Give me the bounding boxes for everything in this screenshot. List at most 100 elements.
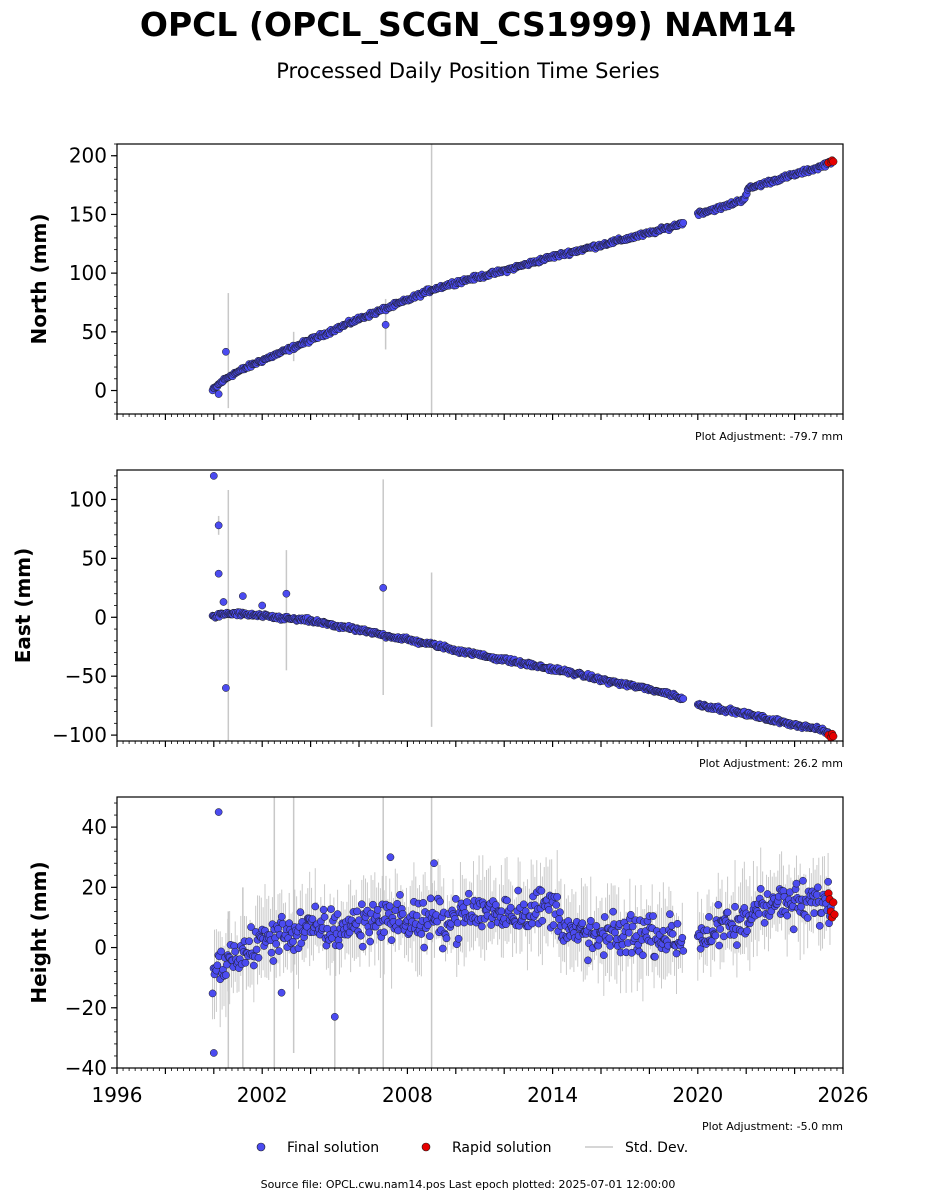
final-solution-point — [217, 947, 225, 956]
final-solution-point — [552, 901, 561, 909]
y-tick-label: −40 — [65, 1056, 107, 1080]
final-solution-point — [545, 906, 553, 914]
y-tick-label: 50 — [82, 546, 107, 570]
final-solution-point — [715, 941, 724, 950]
final-solution-point — [442, 934, 451, 943]
final-solution-point — [720, 932, 728, 941]
x-tick-label: 1996 — [92, 1083, 143, 1107]
final-solution-point — [296, 908, 305, 917]
final-solution-point — [553, 893, 562, 901]
legend: Final solution Rapid solution Std. Dev. — [256, 1140, 688, 1156]
final-solution-point — [528, 919, 536, 928]
source-footer: Source file: OPCL.cwu.nam14.pos Last epo… — [261, 1178, 676, 1191]
final-solution-point — [277, 988, 286, 997]
final-solution-point — [231, 947, 240, 956]
plot-area — [208, 472, 838, 741]
y-axis-label: North (mm) — [27, 213, 51, 344]
final-solution-point — [369, 900, 377, 909]
final-solution-point — [592, 922, 601, 930]
final-solution-point — [760, 919, 769, 927]
final-solution-point — [792, 879, 801, 888]
final-solution-point — [506, 903, 515, 912]
final-solution-point — [381, 320, 390, 329]
y-tick-label: 0 — [94, 936, 107, 960]
figure-title: OPCL (OPCL_SCGN_CS1999) NAM14 — [140, 5, 796, 44]
final-solution-point — [425, 932, 434, 941]
final-solution-point — [651, 952, 659, 961]
final-solution-point — [599, 951, 608, 959]
final-solution-point — [578, 919, 587, 928]
final-solution-point — [556, 908, 564, 917]
final-solution-point — [214, 390, 223, 398]
final-solution-point — [358, 942, 367, 951]
final-solution-point — [214, 808, 223, 816]
plot-area — [208, 144, 838, 414]
final-solution-point — [668, 930, 677, 938]
y-axis-label: Height (mm) — [27, 861, 51, 1003]
final-solution-point — [672, 949, 681, 958]
final-solution-point — [353, 907, 361, 916]
rapid-solution-point — [829, 732, 838, 741]
final-solution-point — [453, 919, 462, 927]
plot-area — [208, 797, 839, 1068]
final-solution-point — [464, 889, 473, 898]
final-solution-point — [245, 937, 254, 946]
final-solution-point — [214, 569, 223, 578]
final-solution-point — [333, 910, 342, 918]
final-solution-point — [451, 894, 460, 903]
final-solution-point — [611, 928, 619, 937]
final-solution-point — [625, 928, 633, 937]
final-solution-point — [799, 876, 807, 885]
final-solution-point — [454, 934, 463, 943]
final-solution-point — [380, 928, 388, 937]
final-solution-point — [249, 961, 258, 970]
final-solution-point — [626, 910, 635, 919]
y-tick-label: 0 — [94, 379, 107, 403]
final-solution-point — [649, 912, 657, 920]
final-solution-point — [813, 890, 821, 899]
final-solution-point — [308, 915, 317, 923]
final-solution-point — [537, 887, 546, 895]
final-solution-point — [420, 943, 429, 952]
final-solution-point — [678, 933, 687, 942]
legend-rapid-label: Rapid solution — [452, 1140, 552, 1156]
legend-final-marker — [256, 1142, 266, 1152]
final-solution-point — [584, 956, 592, 965]
final-solution-point — [209, 472, 218, 480]
final-solution-point — [430, 859, 438, 868]
final-solution-point — [503, 896, 511, 905]
final-solution-point — [733, 941, 741, 949]
plot-adjustment-label: Plot Adjustment: -79.7 mm — [695, 430, 843, 443]
axes-frame — [116, 469, 844, 742]
final-solution-point — [673, 919, 682, 928]
x-tick-label: 2002 — [237, 1083, 288, 1107]
final-solution-point — [357, 900, 366, 909]
final-solution-point — [258, 601, 267, 610]
final-solution-point — [628, 922, 637, 931]
final-solution-point — [365, 928, 374, 937]
final-solution-point — [463, 898, 471, 906]
y-tick-label: 0 — [94, 605, 107, 629]
final-solution-point — [605, 934, 614, 943]
rapid-solution-point — [830, 910, 839, 919]
final-solution-point — [222, 684, 230, 692]
final-solution-point — [756, 884, 765, 893]
final-solution-point — [335, 941, 344, 950]
final-solution-point — [426, 894, 435, 903]
final-solution-point — [609, 907, 617, 916]
final-solution-point — [436, 897, 444, 906]
y-tick-label: −100 — [52, 723, 107, 747]
final-solution-point — [357, 931, 365, 940]
final-solution-point — [514, 886, 523, 895]
y-tick-label: 150 — [69, 202, 107, 226]
final-solution-point — [666, 910, 674, 919]
final-solution-point — [679, 694, 688, 703]
final-solution-point — [254, 953, 263, 962]
final-solution-point — [519, 900, 528, 909]
final-solution-point — [373, 905, 382, 914]
y-tick-label: 40 — [82, 815, 107, 839]
final-solution-point — [789, 925, 798, 934]
final-solution-point — [824, 877, 832, 886]
final-solution-point — [275, 947, 283, 955]
final-solution-point — [379, 583, 388, 592]
